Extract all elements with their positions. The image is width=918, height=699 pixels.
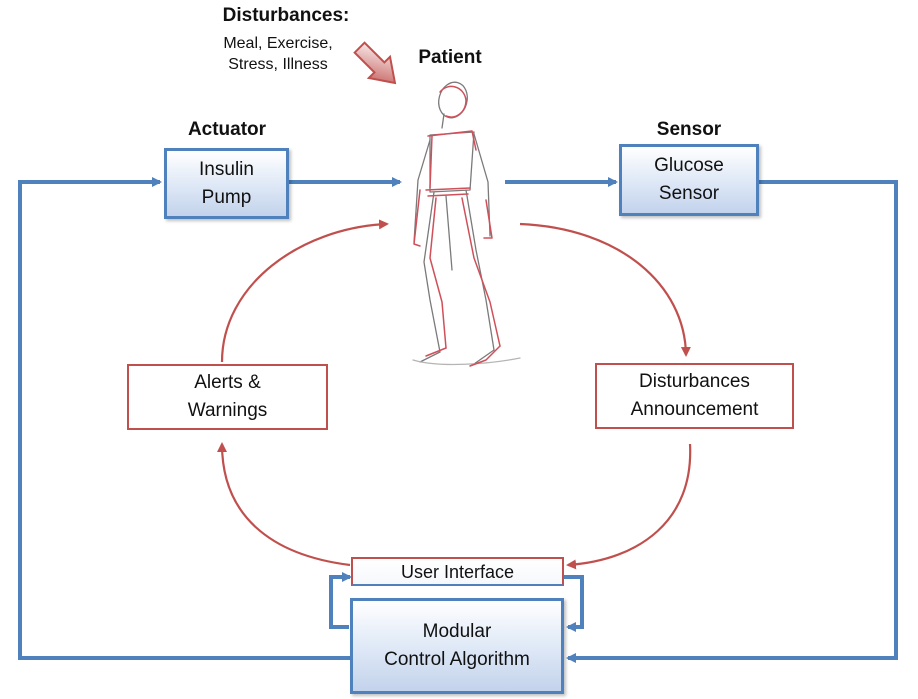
glucose-sensor-box: Glucose Sensor xyxy=(619,144,759,216)
glucose-sensor-line-1: Glucose xyxy=(654,155,724,177)
arrow-alerts-to-patient xyxy=(220,219,389,363)
insulin-pump-line-1: Insulin xyxy=(199,158,254,180)
alerts-line-1: Alerts & xyxy=(194,372,261,394)
arrow-patient-to-announcement xyxy=(519,222,691,357)
alerts-warnings-box: Alerts & Warnings xyxy=(127,364,328,430)
disturbances-line-2: Stress, Illness xyxy=(228,55,328,73)
arrow-announcement-to-ui xyxy=(566,443,692,570)
user-interface-label: User Interface xyxy=(400,561,515,582)
arrow-ui-to-alerts xyxy=(217,442,351,567)
controller-line-2: Control Algorithm xyxy=(384,649,530,670)
disturbances-line-1: Meal, Exercise, xyxy=(223,35,333,52)
controller-line-1: Modular xyxy=(422,621,492,643)
disturbance-arrow xyxy=(353,41,397,85)
disturbances-list: Meal, Exercise, Stress, Illness xyxy=(196,34,360,76)
insulin-pump-line-2: Pump xyxy=(201,186,252,208)
control-algorithm-box: Modular Control Algorithm xyxy=(350,598,564,694)
insulin-pump-box: Insulin Pump xyxy=(164,148,289,219)
arrow-controller-to-pump xyxy=(18,177,352,660)
disturbances-title: Disturbances: xyxy=(222,5,350,26)
patient-label: Patient xyxy=(418,47,482,68)
arrow-ui-to-controller xyxy=(564,575,584,632)
announcement-line-1: Disturbances xyxy=(639,371,750,393)
arrow-sensor-to-controller xyxy=(566,180,898,663)
glucose-sensor-line-2: Sensor xyxy=(658,183,720,204)
patient-figure xyxy=(412,81,521,367)
alerts-line-2: Warnings xyxy=(187,400,268,421)
sensor-heading: Sensor xyxy=(656,119,722,140)
announcement-line-2: Announcement xyxy=(630,399,759,420)
user-interface-box: User Interface xyxy=(351,557,564,586)
disturbances-announcement-box: Disturbances Announcement xyxy=(595,363,794,429)
actuator-heading: Actuator xyxy=(187,119,267,140)
arrow-controller-to-ui xyxy=(329,572,352,629)
